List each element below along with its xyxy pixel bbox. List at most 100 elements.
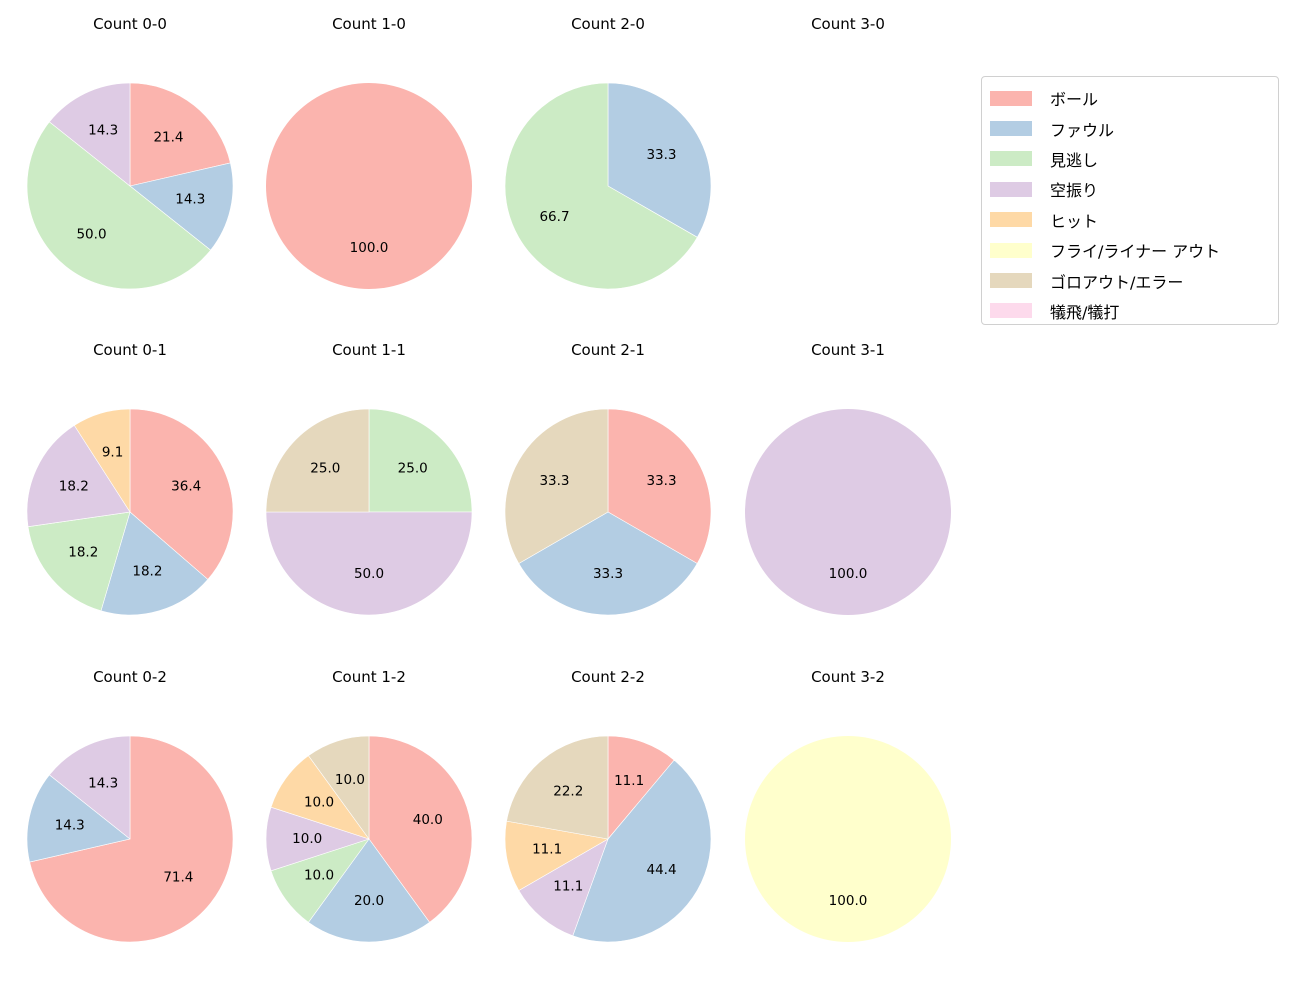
pie-title: Count 0-0 — [93, 15, 167, 33]
slice-value-label: 9.1 — [102, 445, 123, 461]
legend-label: ファウル — [1050, 120, 1115, 140]
pie-slice — [129, 82, 231, 187]
legend-swatch-icon — [990, 151, 1032, 167]
slice-value-label: 18.2 — [68, 544, 98, 560]
slice-value-label: 10.0 — [304, 795, 334, 811]
pie-slice — [308, 838, 430, 943]
pie-slice — [607, 82, 712, 238]
legend-swatch-icon — [990, 242, 1032, 258]
pie-count-2-1: Count 2-1 33.3 33.3 33.3 — [504, 341, 712, 616]
legend-swatch-icon — [990, 121, 1032, 137]
pie-slice — [129, 408, 234, 580]
legend-label: 犠飛/犠打 — [1050, 302, 1120, 322]
pie-slice — [265, 408, 370, 513]
pie-slice — [504, 820, 609, 891]
slice-value-label: 14.3 — [55, 817, 85, 833]
pie-count-3-2: Count 3-2 100.0 — [745, 668, 951, 942]
slice-value-label: 20.0 — [354, 893, 384, 909]
legend-label: ボール — [1050, 90, 1099, 110]
pie-title: Count 2-0 — [571, 15, 645, 33]
pie-slice — [29, 735, 234, 943]
slice-value-label: 66.7 — [539, 209, 569, 225]
pie-slice — [100, 511, 209, 616]
legend-label: ヒット — [1050, 211, 1099, 231]
pie-title: Count 2-2 — [571, 668, 645, 686]
legend-label: ゴロアウト/エラー — [1050, 272, 1184, 292]
slice-value-label: 11.1 — [614, 773, 644, 789]
legend-item: 空振り — [990, 174, 1278, 204]
pie-count-0-0: Count 0-0 21.4 14.3 50.0 14.3 — [26, 15, 234, 290]
legend-item: ファウル — [990, 113, 1278, 143]
slice-value-label: 100.0 — [829, 893, 868, 909]
pie-count-3-1: Count 3-1 100.0 — [745, 341, 951, 615]
legend-swatch-icon — [990, 181, 1032, 197]
pie-slice — [506, 735, 609, 840]
pie-slice — [308, 735, 370, 840]
pie-slice — [607, 735, 675, 840]
legend-label: フライ/ライナー アウト — [1050, 242, 1221, 262]
legend-item: ボール — [990, 83, 1278, 113]
legend-item: 見逃し — [990, 144, 1278, 174]
pie-title: Count 1-0 — [332, 15, 406, 33]
legend-label: 見逃し — [1050, 150, 1099, 170]
pie-slice — [74, 408, 131, 513]
slice-value-label: 25.0 — [398, 460, 428, 476]
pie-slice — [504, 408, 609, 564]
slice-value-label: 11.1 — [532, 842, 562, 858]
slice-value-label: 14.3 — [88, 122, 118, 138]
pie-slice — [265, 511, 473, 616]
pie-slice — [26, 425, 131, 527]
pie-slice — [26, 121, 211, 290]
pie-count-1-2: Count 1-240.020.010.010.010.010.0 — [265, 668, 473, 943]
slice-value-label: 21.4 — [153, 130, 183, 146]
pie-slice — [266, 83, 472, 289]
slice-value-label: 18.2 — [132, 563, 162, 579]
slice-value-label: 100.0 — [829, 566, 868, 582]
pie-title: Count 1-1 — [332, 341, 406, 359]
slice-value-label: 18.2 — [59, 478, 89, 494]
slice-value-label: 33.3 — [593, 566, 623, 582]
pie-title: Count 3-2 — [811, 668, 885, 686]
slice-value-label: 10.0 — [335, 772, 365, 788]
legend-item: フライ/ライナー アウト — [990, 235, 1278, 265]
pie-slice — [368, 408, 473, 513]
legend-item: ヒット — [990, 205, 1278, 235]
legend-label: 空振り — [1050, 181, 1099, 201]
pie-count-0-1: Count 0-1 36.4 18.2 18.2 18.2 9.1 — [26, 341, 234, 616]
pie-title: Count 3-0 — [811, 15, 885, 33]
slice-value-label: 11.1 — [553, 878, 583, 894]
slice-value-label: 10.0 — [304, 867, 334, 883]
slice-value-label: 71.4 — [163, 869, 193, 885]
pie-slice — [49, 735, 131, 840]
slice-value-label: 40.0 — [413, 812, 443, 828]
pie-title: Count 1-2 — [332, 668, 406, 686]
legend-swatch-icon — [990, 90, 1032, 106]
slice-value-label: 44.4 — [646, 862, 676, 878]
slice-value-label: 50.0 — [76, 226, 106, 242]
slice-value-label: 14.3 — [175, 192, 205, 208]
slice-value-label: 25.0 — [310, 460, 340, 476]
legend: ボールファウル見逃し空振りヒットフライ/ライナー アウト ゴロアウト/エラー 犠飛/… — [981, 76, 1279, 325]
slice-value-label: 22.2 — [553, 784, 583, 800]
pie-title: Count 2-1 — [571, 341, 645, 359]
slice-value-label: 33.3 — [539, 473, 569, 489]
legend-swatch-icon — [990, 273, 1032, 289]
pie-slice — [572, 759, 712, 943]
pie-slice — [607, 408, 712, 564]
legend-swatch-icon — [990, 303, 1032, 319]
pie-slice — [129, 162, 234, 251]
slice-value-label: 33.3 — [646, 147, 676, 163]
pie-count-1-0: Count 1-0 100.0 — [266, 15, 472, 289]
slice-value-label: 33.3 — [646, 473, 676, 489]
slice-value-label: 36.4 — [171, 478, 201, 494]
slice-value-label: 14.3 — [88, 775, 118, 791]
pie-title: Count 0-1 — [93, 341, 167, 359]
legend-item: ゴロアウト/エラー — [990, 265, 1278, 295]
pie-title: Count 3-1 — [811, 341, 885, 359]
slice-value-label: 10.0 — [292, 831, 322, 847]
pie-count-2-2: Count 2-2 11.1 44.4 11.1 11.1 22.2 — [504, 668, 712, 943]
pie-slice — [368, 735, 473, 923]
pie-slice — [49, 82, 131, 187]
pie-slice — [745, 409, 951, 615]
